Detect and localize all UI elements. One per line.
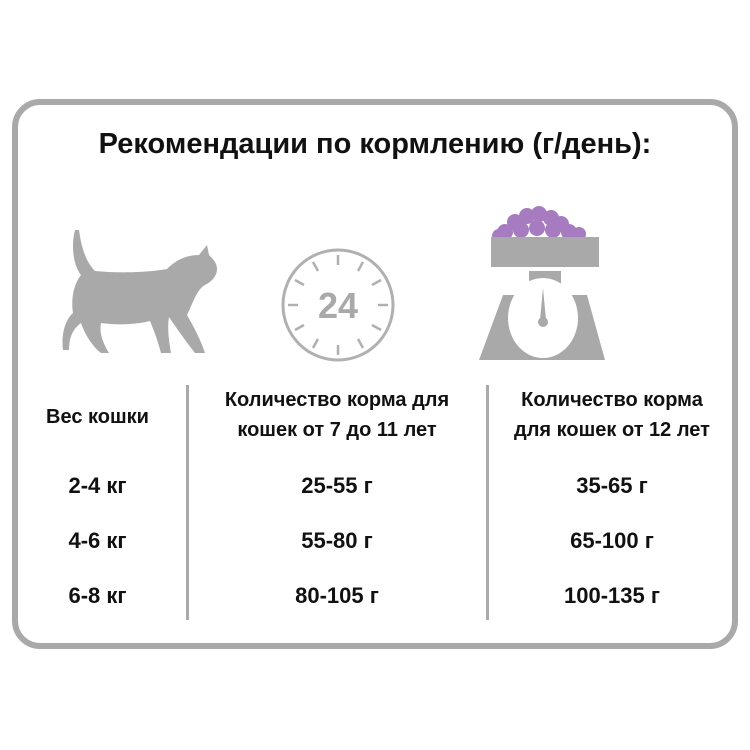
table-cell: 55-80 г — [301, 528, 373, 553]
table-cell: 35-65 г — [576, 473, 648, 498]
header-7-11: Количество корма для кошек от 7 до 11 ле… — [224, 389, 450, 441]
column-divider — [186, 385, 189, 620]
clock-24-icon: 24 — [281, 248, 395, 362]
card-frame — [12, 99, 738, 649]
table-cell: 25-55 г — [301, 473, 373, 498]
column-divider — [486, 385, 489, 620]
header-12plus: Количество корма для кошек от 12 лет — [514, 389, 710, 441]
table-cell: 6-8 кг — [68, 583, 127, 608]
table-cell: 100-135 г — [563, 583, 660, 608]
header-weight: Вес кошки — [46, 406, 149, 428]
table-cell: 80-105 г — [295, 583, 379, 608]
scale-icon — [479, 206, 605, 360]
clock-label: 24 — [318, 285, 358, 326]
table-cell: 65-100 г — [570, 528, 654, 553]
table-cell: 2-4 кг — [68, 473, 127, 498]
cat-icon — [62, 230, 218, 353]
page-title: Рекомендации по кормлению (г/день): — [98, 128, 652, 160]
table-cell: 4-6 кг — [68, 528, 127, 553]
